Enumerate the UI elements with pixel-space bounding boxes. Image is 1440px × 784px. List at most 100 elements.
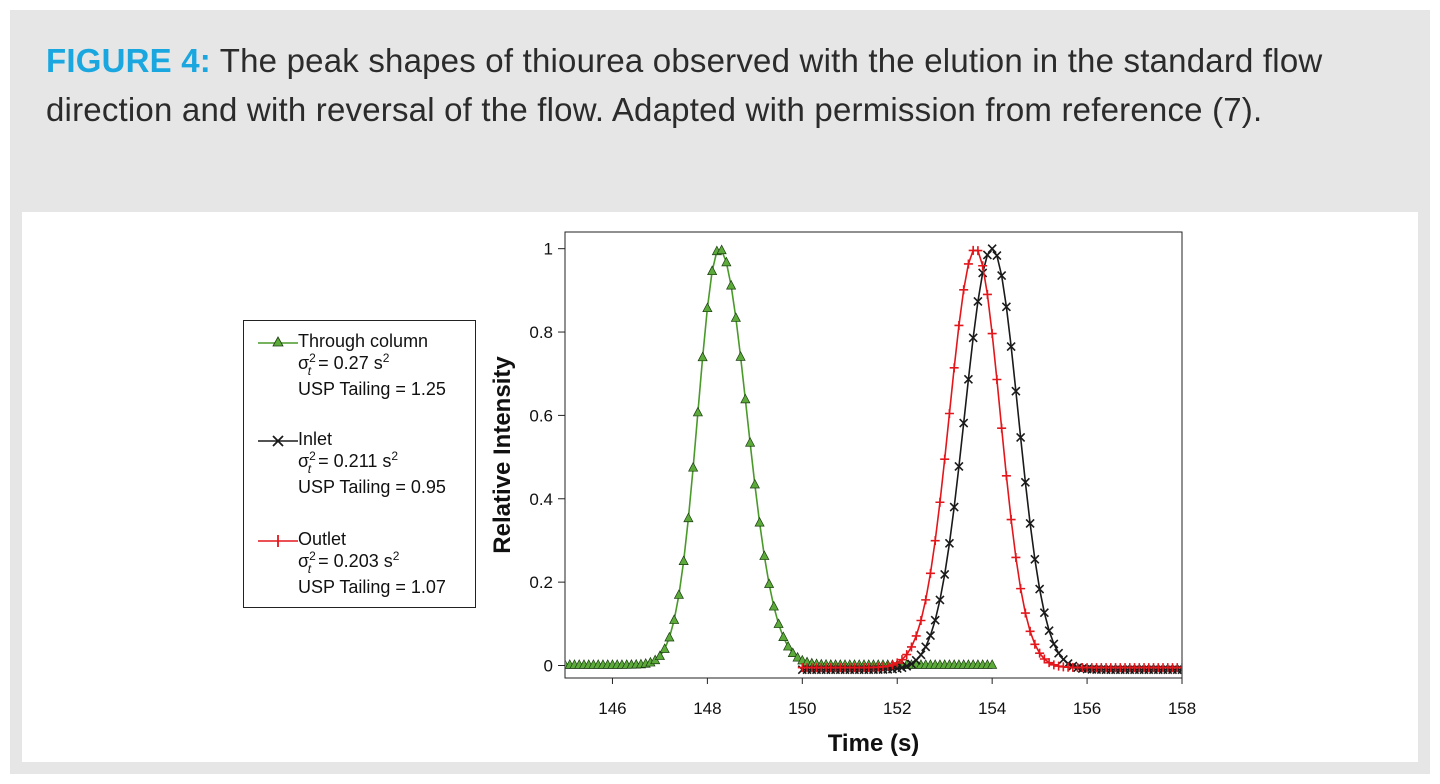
data-point bbox=[940, 569, 950, 580]
data-point bbox=[935, 595, 945, 605]
data-point bbox=[773, 618, 784, 628]
data-point bbox=[716, 244, 727, 255]
data-point bbox=[978, 261, 988, 271]
data-point bbox=[944, 538, 955, 548]
data-point bbox=[1020, 477, 1030, 487]
data-point bbox=[978, 268, 988, 278]
series-outlet bbox=[797, 245, 1182, 673]
data-point bbox=[1016, 584, 1026, 594]
data-point bbox=[902, 661, 912, 671]
data-point bbox=[963, 259, 973, 269]
data-point bbox=[654, 650, 666, 660]
data-point bbox=[787, 647, 798, 658]
series-line bbox=[802, 247, 1182, 671]
data-point bbox=[1006, 515, 1016, 525]
data-point bbox=[925, 568, 935, 578]
data-point bbox=[949, 363, 959, 373]
data-point bbox=[887, 660, 897, 670]
data-point bbox=[726, 279, 737, 290]
data-point bbox=[949, 502, 959, 512]
data-point bbox=[987, 329, 997, 339]
series-line bbox=[565, 249, 993, 666]
x-axis-label: Time (s) bbox=[828, 730, 920, 757]
data-point bbox=[697, 351, 708, 362]
data-point bbox=[1001, 302, 1011, 312]
data-point bbox=[992, 251, 1002, 261]
data-point bbox=[1016, 432, 1026, 443]
x-tick-label: 154 bbox=[978, 699, 1006, 718]
series-line bbox=[802, 249, 1182, 669]
data-point bbox=[930, 615, 940, 625]
data-point bbox=[735, 351, 746, 361]
data-point bbox=[1044, 626, 1054, 636]
data-point bbox=[664, 631, 675, 642]
data-point bbox=[1030, 639, 1040, 649]
legend-name: Inlet bbox=[298, 429, 333, 449]
data-point bbox=[768, 600, 779, 611]
data-point bbox=[764, 578, 775, 588]
x-tick-label: 148 bbox=[693, 699, 721, 718]
data-point bbox=[1177, 663, 1182, 673]
data-point bbox=[1049, 660, 1059, 670]
data-point bbox=[754, 516, 765, 527]
data-point bbox=[959, 418, 969, 428]
data-point bbox=[678, 555, 689, 565]
x-tick-label: 146 bbox=[598, 699, 626, 718]
caption-text: The peak shapes of thiourea observed wit… bbox=[46, 42, 1323, 128]
data-point bbox=[940, 454, 950, 464]
data-point bbox=[673, 589, 684, 599]
legend-variance: σ2t = 0.27 s2 bbox=[298, 351, 390, 378]
legend-symbol-x-icon bbox=[258, 435, 298, 447]
legend-variance: σ2t = 0.203 s2 bbox=[298, 549, 400, 576]
data-point bbox=[930, 536, 940, 546]
legend-symbol-triangle-icon bbox=[258, 336, 298, 347]
data-point bbox=[954, 320, 964, 330]
data-point bbox=[683, 512, 694, 523]
figure-label: FIGURE 4: bbox=[46, 42, 211, 79]
data-point bbox=[883, 661, 893, 671]
data-point bbox=[659, 643, 670, 653]
data-point bbox=[992, 375, 1002, 385]
data-point bbox=[692, 406, 703, 417]
data-point bbox=[1035, 648, 1045, 658]
data-point bbox=[1049, 639, 1059, 649]
data-point bbox=[792, 651, 803, 662]
data-point bbox=[987, 659, 998, 669]
data-point bbox=[759, 550, 770, 560]
legend-tailing: USP Tailing = 1.25 bbox=[298, 379, 446, 399]
data-point bbox=[1011, 386, 1021, 396]
data-point bbox=[1025, 518, 1035, 529]
x-tick-label: 150 bbox=[788, 699, 816, 718]
data-point bbox=[921, 642, 931, 652]
data-point bbox=[740, 393, 751, 404]
data-point bbox=[778, 631, 789, 641]
data-point bbox=[973, 296, 983, 306]
legend-tailing: USP Tailing = 1.07 bbox=[298, 577, 446, 597]
data-point bbox=[1011, 552, 1021, 562]
data-point bbox=[1039, 608, 1049, 618]
data-point bbox=[911, 631, 921, 641]
data-point bbox=[897, 655, 907, 665]
data-point bbox=[954, 461, 964, 472]
data-point bbox=[702, 302, 713, 313]
series-through-column bbox=[565, 244, 998, 669]
y-tick-label: 0.2 bbox=[529, 573, 553, 592]
data-point bbox=[944, 409, 954, 418]
figure-caption: FIGURE 4: The peak shapes of thiourea ob… bbox=[46, 36, 1406, 134]
legend-symbol-plus-icon bbox=[258, 535, 298, 547]
x-tick-label: 152 bbox=[883, 699, 911, 718]
data-point bbox=[1030, 554, 1040, 564]
data-point bbox=[959, 285, 969, 295]
data-point bbox=[1044, 658, 1054, 668]
data-point bbox=[730, 312, 741, 322]
data-point bbox=[1039, 654, 1049, 664]
legend-name: Through column bbox=[298, 331, 429, 351]
legend-name: Outlet bbox=[298, 529, 347, 549]
data-point bbox=[1054, 648, 1064, 658]
data-point bbox=[892, 658, 902, 668]
data-point bbox=[707, 265, 718, 276]
data-point bbox=[963, 374, 973, 384]
y-tick-label: 0.4 bbox=[529, 490, 553, 509]
data-point bbox=[987, 244, 997, 254]
